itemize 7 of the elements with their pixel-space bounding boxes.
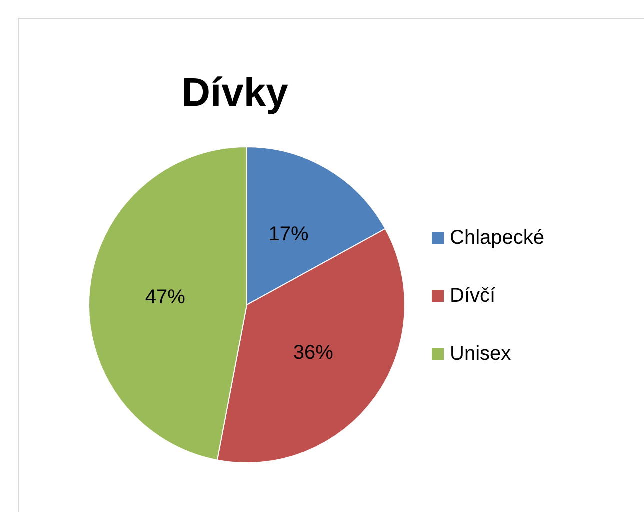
legend-label: Chlapecké	[450, 227, 545, 249]
data-label: 36%	[293, 342, 334, 364]
chart-title: Dívky	[182, 71, 290, 115]
legend-label: Dívčí	[450, 285, 496, 307]
legend-label: Unisex	[450, 343, 512, 365]
data-label: 17%	[268, 223, 309, 246]
data-label: 47%	[145, 286, 186, 308]
